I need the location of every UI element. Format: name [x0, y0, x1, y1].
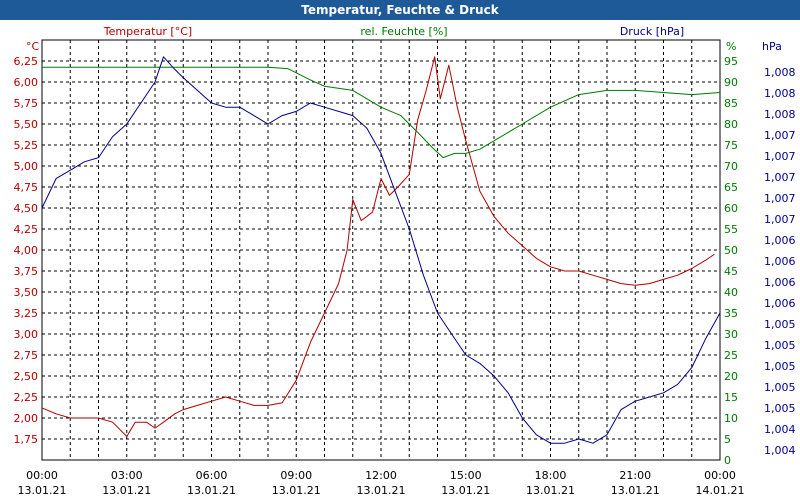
temperature-tick-label: 6,25 [14, 55, 39, 68]
x-tick-time: 06:00 [196, 469, 228, 482]
humidity-tick-label: 35 [724, 307, 738, 320]
temperature-axis-label: Temperatur [°C] [103, 25, 192, 38]
pressure-tick-label: 1,006 [764, 234, 796, 247]
pressure-tick-label: 1,007 [764, 129, 796, 142]
pressure-tick-label: 1,007 [764, 192, 796, 205]
humidity-tick-label: 25 [724, 349, 738, 362]
humidity-tick-label: 95 [724, 55, 738, 68]
x-tick-time: 09:00 [280, 469, 312, 482]
temperature-tick-label: 3,25 [14, 307, 39, 320]
pressure-tick-label: 1,004 [764, 423, 796, 436]
humidity-tick-label: 75 [724, 139, 738, 152]
humidity-unit: % [726, 40, 736, 53]
humidity-tick-label: 70 [724, 160, 738, 173]
temperature-tick-label: 1,75 [14, 433, 39, 446]
humidity-tick-label: 30 [724, 328, 738, 341]
x-tick-date: 13.01.21 [102, 484, 151, 497]
pressure-tick-label: 1,005 [764, 360, 796, 373]
humidity-tick-label: 10 [724, 412, 738, 425]
pressure-tick-label: 1,005 [764, 339, 796, 352]
temperature-tick-label: 4,50 [14, 202, 39, 215]
temperature-tick-label: 2,50 [14, 370, 39, 383]
pressure-axis-ticks: 1,004 1,004 1,005 1,005 1,005 1,005 1,005 1,006… [764, 66, 796, 457]
temperature-tick-label: 6,00 [14, 76, 39, 89]
chart-title: Temperatur, Feuchte & Druck [0, 0, 800, 20]
x-tick-time: 00:00 [26, 469, 58, 482]
humidity-axis-ticks: 0 5 10 15 20 25 30 35 40 45 50 55 60 65 70 75 80 85 90 95 [724, 55, 738, 467]
pressure-unit: hPa [762, 40, 782, 53]
humidity-tick-label: 45 [724, 265, 738, 278]
left-axis-ticks: 1,75 2,00 2,25 2,50 2,75 3,00 3,25 3,50 3,75 4,00… [14, 55, 39, 446]
series-layer [41, 56, 721, 444]
temperature-tick-label: 3,00 [14, 328, 39, 341]
x-tick-date: 13.01.21 [18, 484, 67, 497]
pressure-tick-label: 1,007 [764, 171, 796, 184]
temperature-tick-label: 5,50 [14, 118, 39, 131]
pressure-tick-label: 1,008 [764, 87, 796, 100]
humidity-tick-label: 80 [724, 118, 738, 131]
pressure-tick-label: 1,005 [764, 402, 796, 415]
temperature-tick-label: 5,00 [14, 160, 39, 173]
temperature-tick-label: 2,00 [14, 412, 39, 425]
pressure-line [41, 56, 721, 444]
pressure-tick-label: 1,006 [764, 297, 796, 310]
x-tick-time: 03:00 [111, 469, 143, 482]
temperature-tick-label: 2,25 [14, 391, 39, 404]
humidity-tick-label: 55 [724, 223, 738, 236]
temperature-tick-label: 3,75 [14, 265, 39, 278]
x-tick-time: 18:00 [535, 469, 567, 482]
temperature-unit: °C [26, 40, 40, 53]
humidity-tick-label: 50 [724, 244, 738, 257]
x-tick-date: 14.01.21 [696, 484, 745, 497]
humidity-tick-label: 0 [724, 454, 731, 467]
pressure-tick-label: 1,006 [764, 255, 796, 268]
x-tick-date: 13.01.21 [611, 484, 660, 497]
temperature-tick-label: 5,75 [14, 97, 39, 110]
x-tick-date: 13.01.21 [526, 484, 575, 497]
temperature-tick-label: 4,25 [14, 223, 39, 236]
temperature-tick-label: 2,75 [14, 349, 39, 362]
x-tick-date: 13.01.21 [441, 484, 490, 497]
temperature-tick-label: 4,00 [14, 244, 39, 257]
x-tick-time: 12:00 [365, 469, 397, 482]
pressure-tick-label: 1,005 [764, 381, 796, 394]
humidity-tick-label: 60 [724, 202, 738, 215]
x-axis-ticks: 00:00 13.01.21 03:00 13.01.21 06:00 13.01.21 0… [18, 469, 745, 497]
temperature-tick-label: 3,50 [14, 286, 39, 299]
humidity-tick-label: 65 [724, 181, 738, 194]
humidity-tick-label: 20 [724, 370, 738, 383]
pressure-tick-label: 1,005 [764, 318, 796, 331]
temperature-tick-label: 4,75 [14, 181, 39, 194]
temperature-tick-label: 5,25 [14, 139, 39, 152]
pressure-tick-label: 1,008 [764, 66, 796, 79]
x-tick-date: 13.01.21 [187, 484, 236, 497]
pressure-tick-label: 1,008 [764, 108, 796, 121]
pressure-tick-label: 1,007 [764, 213, 796, 226]
humidity-tick-label: 85 [724, 97, 738, 110]
x-tick-date: 13.01.21 [357, 484, 406, 497]
pressure-tick-label: 1,007 [764, 150, 796, 163]
temperature-line [41, 56, 715, 437]
humidity-tick-label: 90 [724, 76, 738, 89]
humidity-axis-label: rel. Feuchte [%] [360, 25, 447, 38]
pressure-tick-label: 1,004 [764, 444, 796, 457]
humidity-tick-label: 5 [724, 433, 731, 446]
x-tick-date: 13.01.21 [272, 484, 321, 497]
grid-lines [42, 40, 720, 460]
x-tick-time: 21:00 [619, 469, 651, 482]
humidity-tick-label: 40 [724, 286, 738, 299]
humidity-line [42, 66, 721, 159]
pressure-axis-label: Druck [hPa] [620, 25, 684, 38]
humidity-tick-label: 15 [724, 391, 738, 404]
x-tick-time: 15:00 [450, 469, 482, 482]
pressure-tick-label: 1,006 [764, 276, 796, 289]
x-tick-time: 00:00 [704, 469, 736, 482]
